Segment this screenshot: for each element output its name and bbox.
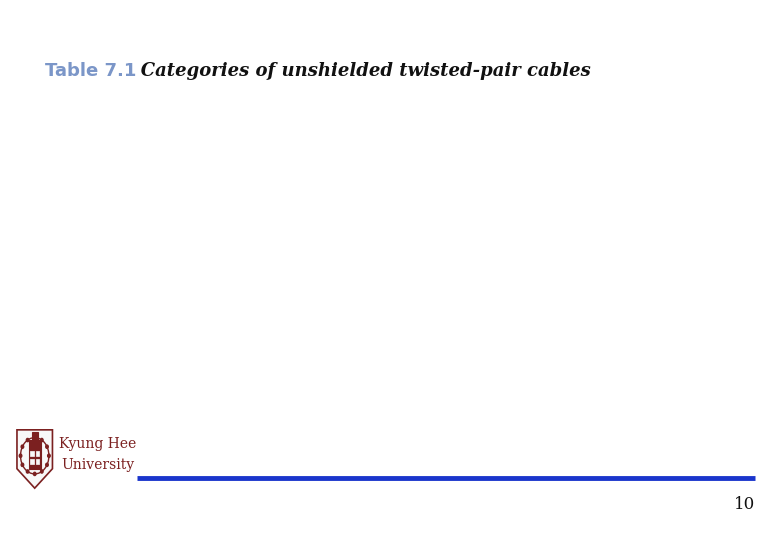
Text: University: University	[61, 458, 134, 472]
Circle shape	[34, 472, 36, 476]
Circle shape	[41, 438, 43, 442]
Circle shape	[46, 463, 48, 467]
Text: Categories of unshielded twisted-pair cables: Categories of unshielded twisted-pair ca…	[122, 62, 590, 80]
Circle shape	[20, 454, 22, 457]
Bar	[36, 450, 39, 456]
Circle shape	[27, 470, 29, 473]
Text: Kyung Hee: Kyung Hee	[58, 437, 136, 451]
Bar	[30, 459, 34, 464]
Circle shape	[46, 445, 48, 448]
Text: Table 7.1: Table 7.1	[45, 62, 136, 80]
Bar	[32, 432, 37, 440]
Circle shape	[21, 463, 23, 467]
Circle shape	[34, 436, 36, 439]
Bar	[30, 450, 34, 456]
Circle shape	[21, 445, 23, 448]
Circle shape	[48, 454, 50, 457]
Bar	[36, 459, 39, 464]
Circle shape	[27, 438, 29, 442]
Text: 10: 10	[734, 496, 755, 513]
Bar	[29, 440, 41, 469]
Polygon shape	[17, 430, 52, 488]
Circle shape	[41, 470, 43, 473]
